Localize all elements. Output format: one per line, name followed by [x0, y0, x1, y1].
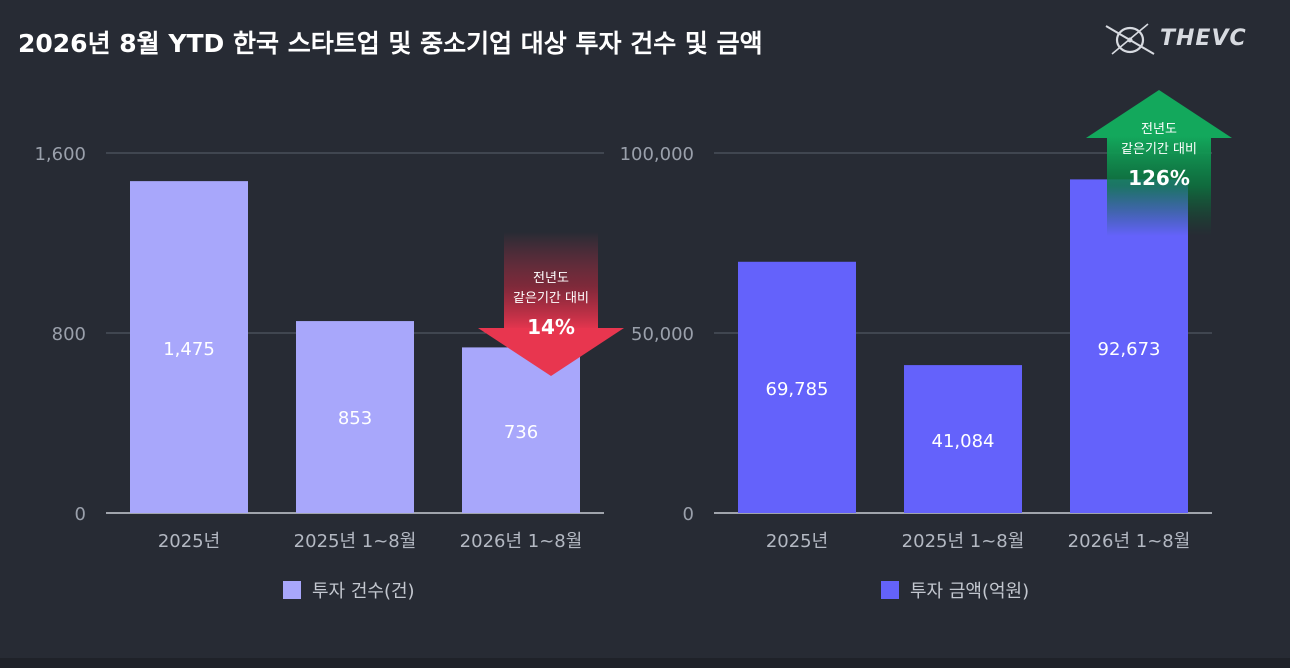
bottom-strip: [0, 658, 1290, 668]
count-down-annotation: 전년도 같은기간 대비 14%: [478, 232, 624, 376]
amount-categories: 2025년 2025년 1~8월 2026년 1~8월: [766, 531, 1191, 552]
amount-legend-swatch: [881, 581, 899, 599]
amount-category-2026-jan-aug: 2026년 1~8월: [1068, 531, 1191, 552]
amount-legend-label: 투자 금액(억원): [910, 581, 1029, 602]
amount-chart: 0 50,000 100,000 전년도 같은기간 대비 126% 69,785…: [620, 90, 1232, 602]
amount-category-2025-jan-aug: 2025년 1~8월: [902, 531, 1025, 552]
count-label-2025-jan-aug: 853: [338, 408, 372, 429]
count-legend: 투자 건수(건): [283, 581, 415, 602]
amount-category-2025: 2025년: [766, 531, 828, 552]
count-category-2026-jan-aug: 2026년 1~8월: [460, 531, 583, 552]
amount-label-2025-jan-aug: 41,084: [932, 431, 995, 452]
amount-yticks: 0 50,000 100,000: [620, 144, 694, 525]
amount-label-2026-jan-aug: 92,673: [1098, 339, 1161, 360]
count-down-arrow-shaft: [504, 232, 598, 330]
amount-annotation-line2: 같은기간 대비: [1121, 142, 1197, 157]
count-category-2025-jan-aug: 2025년 1~8월: [294, 531, 417, 552]
amount-label-2025: 69,785: [766, 379, 829, 400]
amount-bar-2025: [738, 261, 856, 513]
thevc-logo: THEVC: [1104, 18, 1276, 62]
count-chart: 0 800 1,600 전년도 같은기간 대비 14% 1,475 853 73…: [34, 144, 624, 602]
count-label-2025: 1,475: [163, 339, 215, 360]
amount-legend: 투자 금액(억원): [881, 581, 1029, 602]
count-ytick-2: 1,600: [34, 144, 86, 165]
count-categories: 2025년 2025년 1~8월 2026년 1~8월: [158, 531, 583, 552]
count-ytick-1: 800: [52, 324, 86, 345]
count-annotation-line2: 같은기간 대비: [513, 291, 589, 306]
count-yticks: 0 800 1,600: [34, 144, 86, 525]
count-data-labels: 1,475 853 736: [163, 339, 538, 443]
count-legend-swatch: [283, 581, 301, 599]
amount-annotation-line1: 전년도: [1141, 122, 1177, 137]
count-bars: [130, 181, 580, 513]
page-title: 2026년 8월 YTD 한국 스타트업 및 중소기업 대상 투자 건수 및 금…: [18, 29, 763, 58]
amount-ytick-0: 0: [683, 504, 694, 525]
count-label-2026-jan-aug: 736: [504, 422, 538, 443]
count-bar-2026-jan-aug: [462, 347, 580, 513]
count-annotation-value: 14%: [527, 315, 575, 339]
amount-data-labels: 69,785 41,084 92,673: [766, 339, 1161, 452]
count-annotation-line1: 전년도: [533, 271, 569, 286]
logo-text: THEVC: [1160, 26, 1247, 51]
logo-emblem-icon: [1105, 23, 1155, 55]
count-bar-2025-jan-aug: [296, 321, 414, 513]
amount-ytick-2: 100,000: [620, 144, 694, 165]
amount-ytick-1: 50,000: [631, 324, 694, 345]
count-down-arrow-head: [478, 328, 624, 376]
count-legend-label: 투자 건수(건): [312, 581, 415, 602]
amount-annotation-value: 126%: [1128, 166, 1190, 190]
amount-up-arrow-head: [1086, 90, 1232, 138]
amount-bar-2025-jan-aug: [904, 365, 1022, 513]
amount-up-arrow-shaft: [1107, 136, 1211, 236]
count-category-2025: 2025년: [158, 531, 220, 552]
count-ytick-0: 0: [75, 504, 86, 525]
count-bar-2025: [130, 181, 248, 513]
amount-up-annotation: 전년도 같은기간 대비 126%: [1086, 90, 1232, 236]
